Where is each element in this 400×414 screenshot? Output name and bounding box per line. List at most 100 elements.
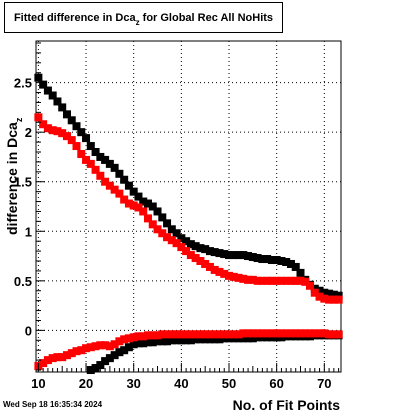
data-point [286,329,295,338]
data-point [124,334,133,343]
data-point [239,251,248,260]
data-point [48,126,57,135]
data-point [225,251,234,260]
data-point [234,330,243,339]
data-point [67,116,76,125]
data-point [134,192,143,201]
x-tick-label: 60 [269,376,283,391]
data-point [172,229,181,238]
data-point [210,335,219,344]
data-point [58,129,67,138]
data-point [277,329,286,338]
y-tick-label: 2.5 [14,76,32,91]
data-point [115,169,124,178]
data-point [177,234,186,243]
data-point [53,127,62,136]
data-point [163,337,172,346]
data-point [139,207,148,216]
data-point [210,265,219,274]
data-point [205,247,214,256]
points-layer [34,73,343,375]
x-tick-label: 40 [174,376,188,391]
data-point [215,335,224,344]
data-point [101,341,110,350]
data-point [172,239,181,248]
data-point [215,267,224,276]
data-point [186,251,195,260]
data-point [220,250,229,259]
chart-title-tail: for Global Rec All NoHits [139,12,274,24]
data-point [105,342,114,351]
data-point [334,295,343,304]
data-point [110,351,119,360]
data-point [34,73,43,82]
data-point [315,329,324,338]
data-point [196,257,205,266]
x-tick-label: 50 [222,376,236,391]
data-point [282,329,291,338]
data-point [153,337,162,346]
data-point [158,213,167,222]
data-point [129,340,138,349]
data-point [215,330,224,339]
data-point [325,289,334,298]
data-point [120,195,129,204]
data-point [282,257,291,266]
data-point [67,349,76,358]
data-point [258,276,267,285]
data-point [201,330,210,339]
x-axis-label: No. of Fit Points [232,397,340,413]
data-point [301,329,310,338]
data-point [277,276,286,285]
data-point [191,330,200,339]
data-point [163,233,172,242]
data-point [86,343,95,352]
data-point [272,256,281,265]
data-point [253,329,262,338]
data-point [263,255,272,264]
data-point [115,337,124,346]
data-point [139,332,148,341]
data-point [91,342,100,351]
data-point [272,276,281,285]
data-point [101,177,110,186]
data-point [96,152,105,161]
data-point [239,329,248,338]
data-point [67,136,76,145]
data-point [124,343,133,352]
data-point [39,359,48,368]
data-point [129,187,138,196]
data-point [201,245,210,254]
data-point [196,244,205,253]
data-point [334,330,343,339]
data-point [58,103,67,112]
data-point [286,259,295,268]
data-point [167,330,176,339]
data-point [148,338,157,347]
data-point [229,272,238,281]
data-point [177,336,186,345]
data-point [177,243,186,252]
data-point [148,331,157,340]
data-point [39,80,48,89]
data-point [143,214,152,223]
data-point [225,330,234,339]
data-point [62,132,71,141]
data-point [234,251,243,260]
x-tick-label: 20 [79,376,93,391]
data-point [248,275,257,284]
data-point [196,335,205,344]
data-point [291,276,300,285]
data-point [48,91,57,100]
data-point [134,332,143,341]
data-point [253,276,262,285]
x-tick-label: 70 [317,376,331,391]
data-point [53,97,62,106]
data-point [96,361,105,370]
data-point [172,336,181,345]
data-point [296,268,305,277]
data-point [77,128,86,137]
data-point [72,142,81,151]
data-point [244,275,253,284]
data-point [167,225,176,234]
